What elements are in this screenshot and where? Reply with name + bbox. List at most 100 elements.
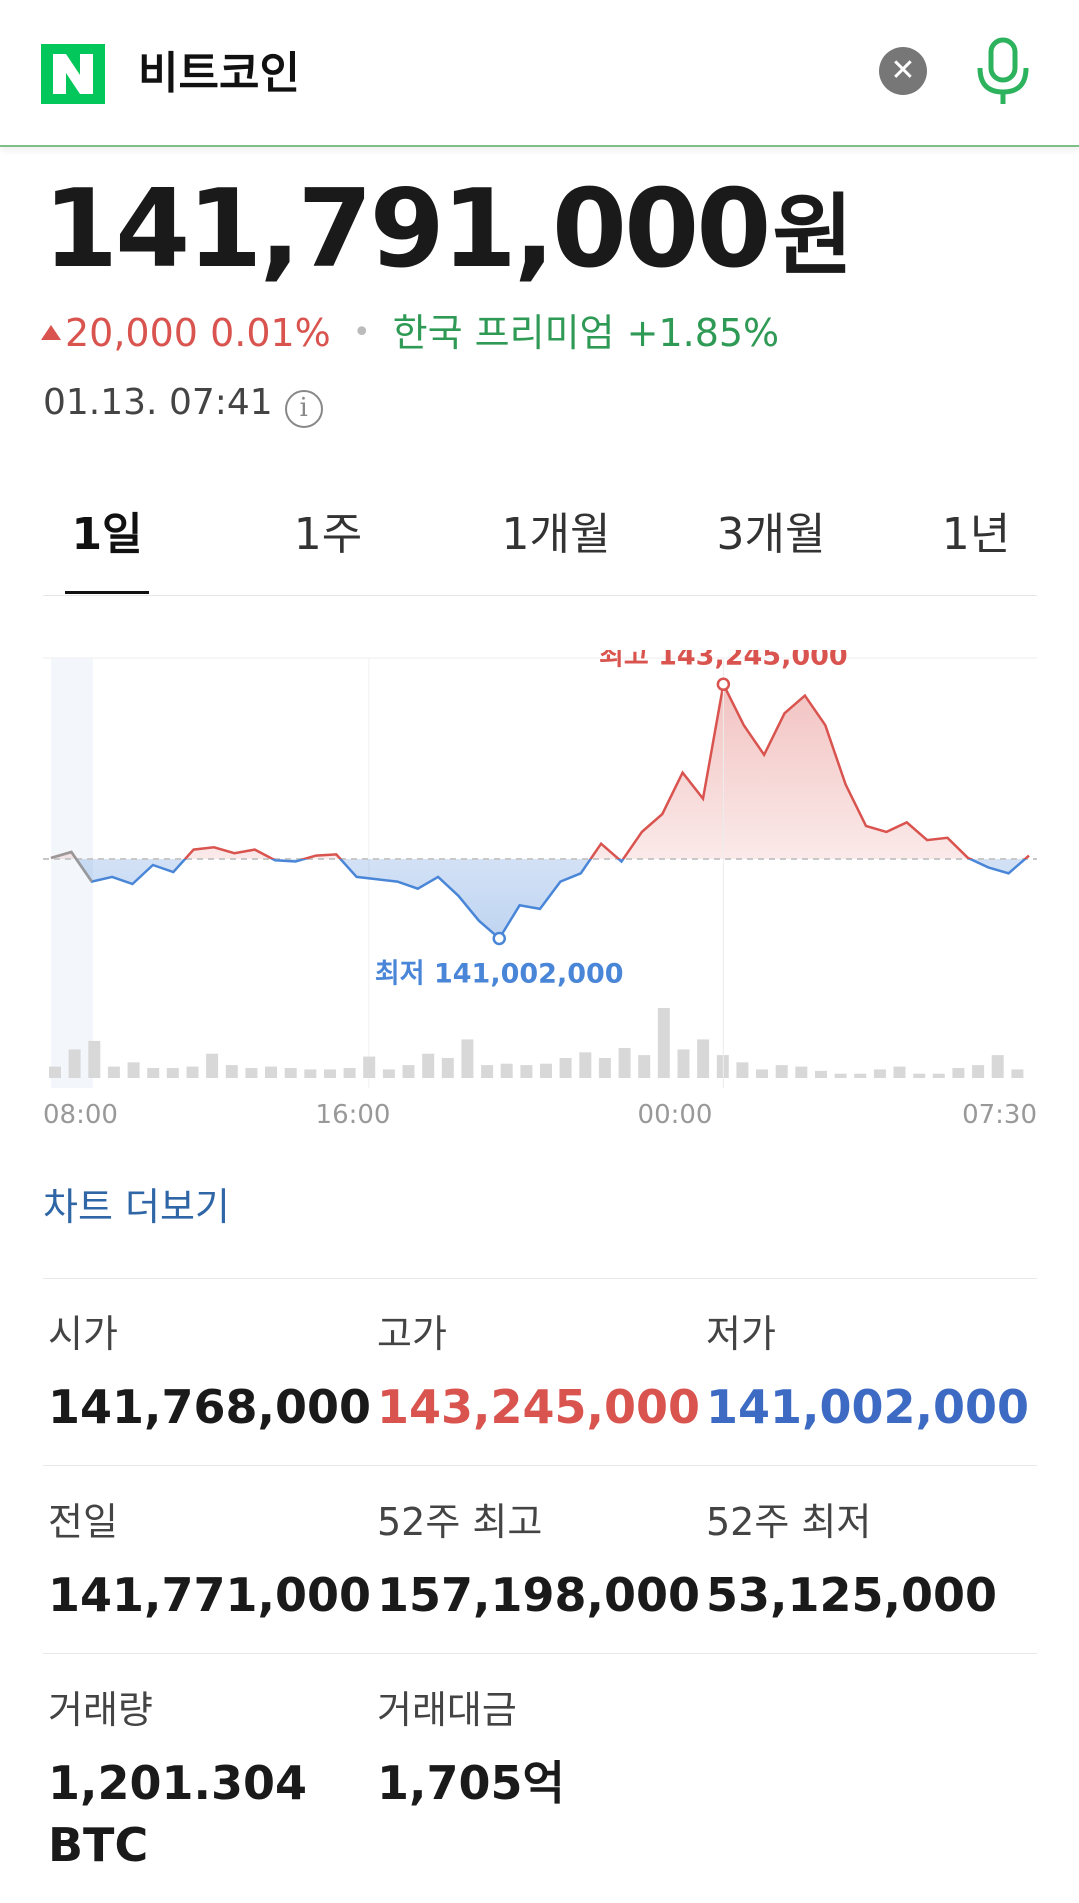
stat-value: 141,768,000 [48, 1380, 372, 1434]
volume-bar [107, 1066, 120, 1078]
volume-bar [932, 1073, 945, 1078]
tab-underline [65, 591, 149, 594]
volume-bar [68, 1049, 81, 1078]
high-marker [716, 677, 731, 692]
up-arrow-icon [41, 325, 61, 340]
volume-bar [422, 1053, 435, 1078]
stat-label: 전일 [48, 1500, 118, 1544]
price-line-pre-session [50, 850, 93, 883]
tab-1year[interactable]: 1년 [941, 509, 1011, 560]
price-chart[interactable]: 최고 143,245,000 최저 141,002,000 08:00 16:00 00… [43, 650, 1037, 1130]
volume-bar [225, 1065, 238, 1078]
divider [43, 1465, 1037, 1466]
stat-open: 시가 141,768,000 [48, 1310, 372, 1438]
volume-bar [88, 1040, 101, 1078]
volume-bar [795, 1066, 808, 1078]
volume-bar [775, 1065, 788, 1078]
volume-bar [49, 1066, 61, 1078]
low-label: 최저 141,002,000 [375, 959, 624, 990]
timestamp: 01.13. 07:41 [43, 382, 273, 423]
volume-bar [363, 1056, 376, 1078]
volume-bar [815, 1070, 827, 1078]
close-icon[interactable]: ✕ [879, 47, 927, 95]
volume-bar [657, 1008, 670, 1078]
stat-low: 저가 141,002,000 [706, 1310, 1029, 1438]
tab-1week[interactable]: 1주 [293, 509, 363, 560]
stat-trade-value: 거래대금 1,705억 [377, 1686, 697, 1814]
volume-bar [481, 1065, 494, 1078]
volume-bar [579, 1052, 592, 1078]
price-line-up [50, 680, 1030, 859]
stat-52w-high: 52주 최고 157,198,000 [377, 1498, 701, 1626]
price-line-down [51, 858, 1027, 941]
volume-bar [147, 1068, 160, 1078]
stat-prev-close: 전일 141,771,000 [48, 1498, 372, 1626]
volume-bar [166, 1068, 179, 1078]
stat-value: 1,201.304 BTC [48, 1752, 368, 1876]
volume-bar [186, 1066, 199, 1078]
info-icon[interactable]: i [284, 390, 323, 428]
search-query[interactable]: 비트코인 [138, 48, 300, 99]
volume-bar [402, 1065, 415, 1078]
price-unit: 원 [772, 184, 854, 287]
volume-bar [893, 1066, 906, 1078]
stat-value: 53,125,000 [706, 1568, 998, 1622]
volume-bar [697, 1039, 710, 1078]
tab-3month[interactable]: 3개월 [716, 509, 826, 560]
x-tick-label: 07:30 [962, 1100, 1037, 1130]
volume-bar [520, 1065, 533, 1078]
change-amount: 20,000 [65, 311, 198, 355]
volume-unit: BTC [48, 1818, 149, 1872]
volume-bar [598, 1058, 611, 1078]
stat-label: 저가 [706, 1312, 776, 1356]
change-row: 20,000 0.01% • 한국 프리미엄 +1.85% [41, 309, 779, 357]
volume-bar [991, 1055, 1004, 1078]
volume-bar [1011, 1069, 1024, 1078]
volume-amount: 1,201.304 [48, 1756, 307, 1810]
divider [43, 1653, 1037, 1654]
volume-bar [677, 1049, 690, 1078]
volume-bar [206, 1053, 219, 1078]
stat-value: 1,705억 [377, 1756, 565, 1810]
volume-bar [284, 1068, 297, 1078]
volume-bar [500, 1063, 513, 1078]
mic-icon[interactable] [972, 36, 1034, 108]
volume-bar [618, 1048, 631, 1078]
chart-svg: 최고 143,245,000 최저 141,002,000 08:00 16:00 00… [43, 650, 1037, 1130]
stat-value: 157,198,000 [377, 1568, 701, 1622]
stat-value: 143,245,000 [377, 1380, 701, 1434]
stat-label: 거래량 [48, 1688, 153, 1732]
volume-bar [972, 1065, 985, 1078]
volume-bar [324, 1069, 336, 1078]
volume-bar [304, 1069, 317, 1078]
premium-label: 한국 프리미엄 [392, 311, 615, 355]
tab-1month[interactable]: 1개월 [501, 509, 611, 560]
stat-value: 141,771,000 [48, 1568, 372, 1622]
stat-52w-low: 52주 최저 53,125,000 [706, 1498, 1026, 1626]
tab-1day[interactable]: 1일 [65, 500, 149, 596]
volume-bar [854, 1073, 867, 1078]
volume-bar [382, 1069, 395, 1078]
volume-bar [441, 1058, 454, 1078]
stat-label: 52주 최고 [377, 1500, 543, 1544]
high-label: 최고 143,245,000 [599, 650, 848, 671]
volume-bar [638, 1055, 651, 1078]
volume-bar [873, 1069, 886, 1078]
volume-bar [559, 1058, 572, 1078]
divider [43, 1278, 1037, 1279]
chart-more-link[interactable]: 차트 더보기 [43, 1185, 230, 1229]
volume-bar [834, 1073, 847, 1078]
x-tick-label: 16:00 [316, 1100, 391, 1130]
volume-bar [913, 1073, 926, 1078]
current-price: 141,791,000원 [43, 170, 853, 296]
volume-bar [127, 1062, 140, 1078]
stat-label: 고가 [377, 1312, 447, 1356]
premium-value: +1.85% [626, 311, 780, 355]
stat-label: 시가 [48, 1312, 118, 1356]
volume-bar [540, 1063, 552, 1078]
volume-bar [461, 1039, 474, 1078]
separator-dot: • [352, 315, 371, 350]
stat-label: 52주 최저 [706, 1500, 872, 1544]
stat-label: 거래대금 [377, 1688, 517, 1732]
naver-logo[interactable] [41, 44, 105, 104]
